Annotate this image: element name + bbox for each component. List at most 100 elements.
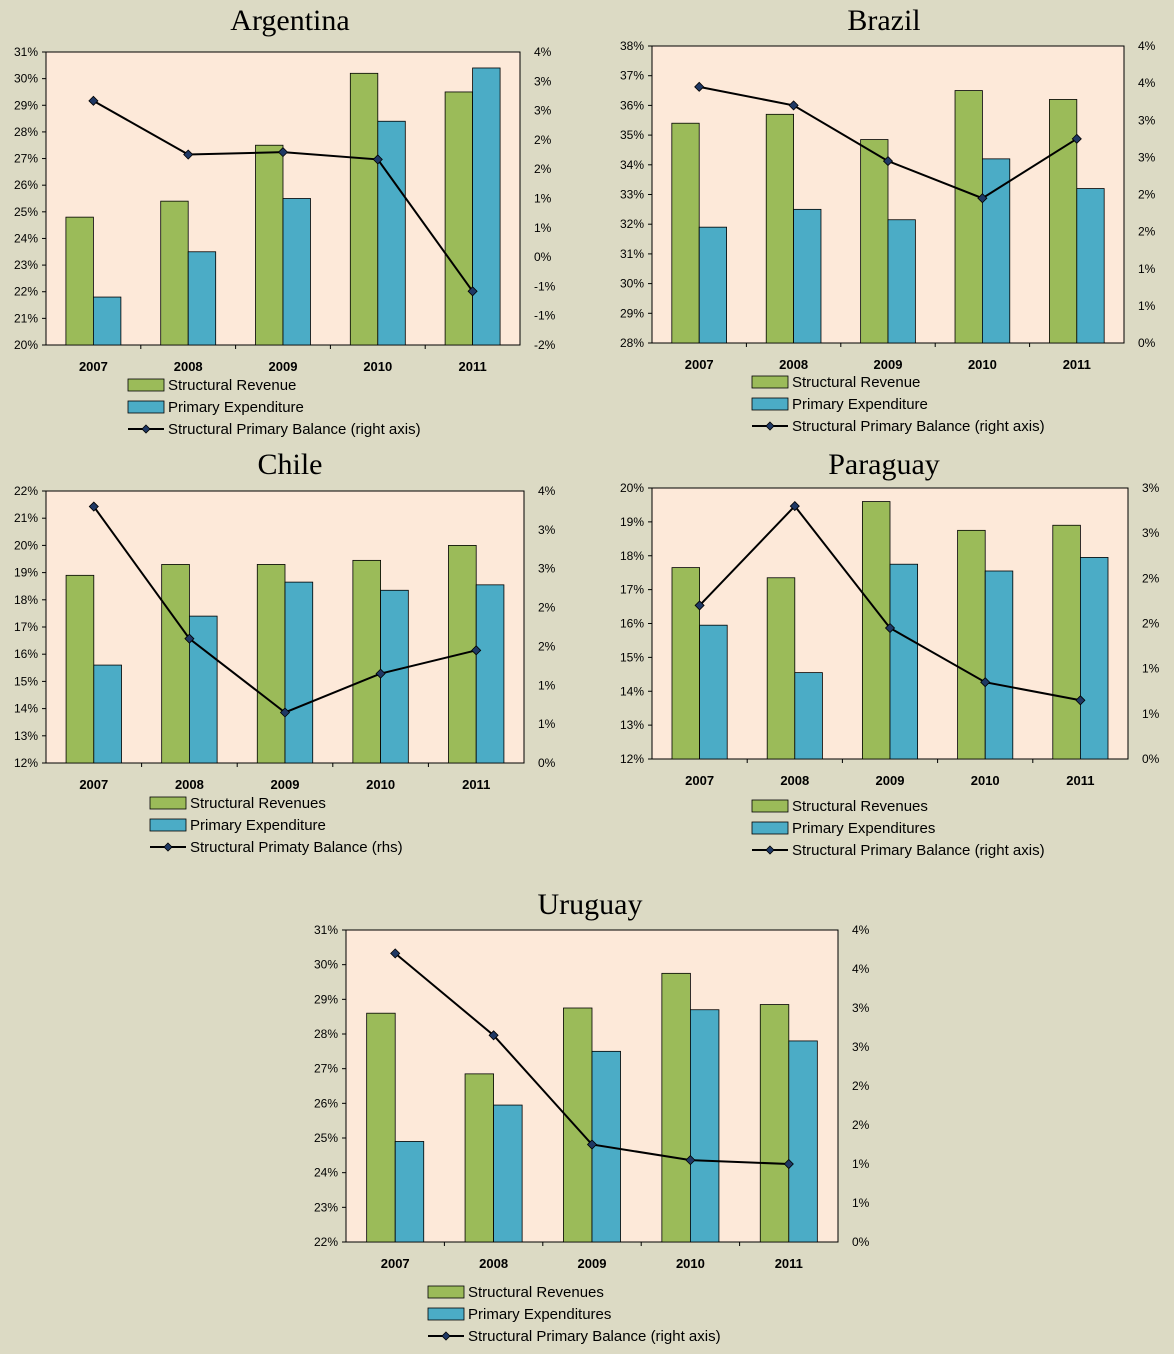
legend-swatch (149, 796, 187, 810)
bar-primary-expenditure (380, 589, 409, 764)
bar-structural-revenues (352, 559, 382, 764)
y2-tick-label: 1% (538, 678, 556, 692)
x-tick-label: 2008 (174, 359, 203, 374)
x-tick-label: 2011 (458, 359, 486, 374)
y-tick-label: 32% (620, 217, 644, 231)
bar-structural-revenues (957, 529, 986, 760)
bar-primary-expenditures (889, 563, 919, 760)
y2-tick-label: 0% (534, 250, 552, 264)
y2-tick-label: 2% (852, 1118, 870, 1132)
bar-structural-revenue (860, 139, 889, 344)
chile-chart: Chile 12% 13% 14% 15% 16% 17% 18% 19% 20% 21% 22% 0%… (14, 448, 556, 856)
y-tick-label: 16% (620, 617, 644, 631)
y-tick-label: 28% (14, 125, 38, 139)
y-tick-label: 12% (14, 756, 38, 770)
legend-label: Structural Revenue (168, 377, 296, 394)
y2-tick-label: 0% (852, 1235, 870, 1249)
bar-primary-expenditures (493, 1104, 523, 1243)
y2-tick-label: 1% (534, 192, 552, 206)
y-tick-label: 22% (314, 1235, 338, 1249)
x-tick-label: 2008 (780, 773, 809, 788)
legend-swatch (127, 400, 165, 414)
y-tick-label: 21% (14, 511, 38, 525)
bar-structural-revenues (671, 567, 700, 760)
legend-label: Structural Primary Balance (right axis) (468, 1328, 721, 1345)
legend-label: Primary Expenditure (168, 399, 304, 416)
y-tick-label: 34% (620, 158, 644, 172)
legend-label: Structural Primary Balance (right axis) (792, 842, 1045, 859)
y-tick-label: 30% (620, 277, 644, 291)
bar-primary-expenditures (794, 672, 823, 760)
y-tick-label: 13% (620, 718, 644, 732)
y-tick-label: 21% (14, 311, 38, 325)
y-tick-label: 31% (620, 247, 644, 261)
balance-point (471, 645, 482, 656)
y-tick-label: 14% (14, 702, 38, 716)
y2-tick-label: 3% (1142, 481, 1160, 495)
x-tick-label: 2009 (271, 777, 300, 792)
brazil-chart: Brazil 28% 29% 30% 31% 32% 33% 34% 35% 36% 37% 38% 0… (620, 4, 1156, 435)
legend-swatch (751, 799, 789, 813)
x-tick-label: 2007 (79, 777, 108, 792)
y-tick-label: 27% (314, 1062, 338, 1076)
y-tick-label: 28% (314, 1027, 338, 1041)
legend-marker (765, 845, 775, 855)
y2-tick-label: 4% (534, 45, 552, 59)
chart-title: Argentina (230, 4, 349, 37)
y-tick-label: 24% (14, 231, 38, 245)
bar-primary-expenditure (981, 158, 1011, 344)
legend-swatch (751, 821, 789, 835)
bar-structural-revenues (464, 1073, 494, 1243)
bar-primary-expenditure (475, 584, 505, 764)
bar-primary-expenditure (187, 251, 217, 346)
y2-tick-label: 3% (1138, 150, 1156, 164)
legend-marker (441, 1331, 451, 1341)
x-tick-label: 2007 (381, 1256, 410, 1271)
y2-tick-label: 4% (852, 923, 870, 937)
y-tick-label: 15% (620, 650, 644, 664)
bar-structural-revenue (65, 216, 94, 346)
x-tick-label: 2011 (775, 1256, 803, 1271)
y-tick-label: 29% (14, 98, 38, 112)
bar-structural-revenue (954, 90, 983, 344)
y2-tick-label: 3% (538, 562, 556, 576)
x-tick-label: 2010 (971, 773, 1000, 788)
balance-point (88, 95, 99, 106)
y-tick-label: 17% (14, 620, 38, 634)
bar-structural-revenues (256, 564, 286, 764)
balance-point (884, 622, 896, 634)
balance-point (184, 633, 195, 644)
x-tick-label: 2007 (685, 357, 714, 372)
legend-swatch (751, 375, 789, 389)
bar-structural-revenue (765, 113, 794, 344)
y2-tick-label: 3% (534, 74, 552, 88)
y-tick-label: 17% (620, 583, 644, 597)
bar-primary-expenditure (93, 296, 122, 346)
bar-primary-expenditure (698, 226, 727, 344)
y2-tick-label: 3% (1142, 526, 1160, 540)
y2-tick-label: 3% (852, 1001, 870, 1015)
y2-tick-label: 4% (1138, 39, 1156, 53)
chart-title: Brazil (847, 4, 920, 37)
y-tick-label: 26% (14, 178, 38, 192)
x-tick-label: 2008 (479, 1256, 508, 1271)
y-tick-label: 23% (14, 258, 38, 272)
uruguay-chart: Uruguay 22% 23% 24% 25% 26% 27% 28% 29% 30% 31% 0% 1… (314, 888, 870, 1345)
y-tick-label: 19% (14, 566, 38, 580)
chart-title: Chile (258, 448, 323, 481)
y-tick-label: 29% (620, 306, 644, 320)
x-tick-label: 2011 (1063, 357, 1091, 372)
bar-structural-revenue (671, 122, 700, 344)
balance-point (279, 707, 291, 718)
y-tick-label: 20% (620, 481, 644, 495)
x-tick-label: 2010 (676, 1256, 705, 1271)
legend-label: Primary Expenditure (792, 396, 928, 413)
x-tick-label: 2009 (578, 1256, 607, 1271)
argentina-chart: Argentina 20% 21% 22% 23% 24% 25% 26% 27% 28% 29% 3… (14, 4, 556, 438)
bar-structural-revenues (861, 501, 891, 760)
y-tick-label: 29% (314, 992, 338, 1006)
balance-point (183, 149, 194, 160)
x-tick-label: 2009 (874, 357, 903, 372)
y-tick-label: 12% (620, 752, 644, 766)
